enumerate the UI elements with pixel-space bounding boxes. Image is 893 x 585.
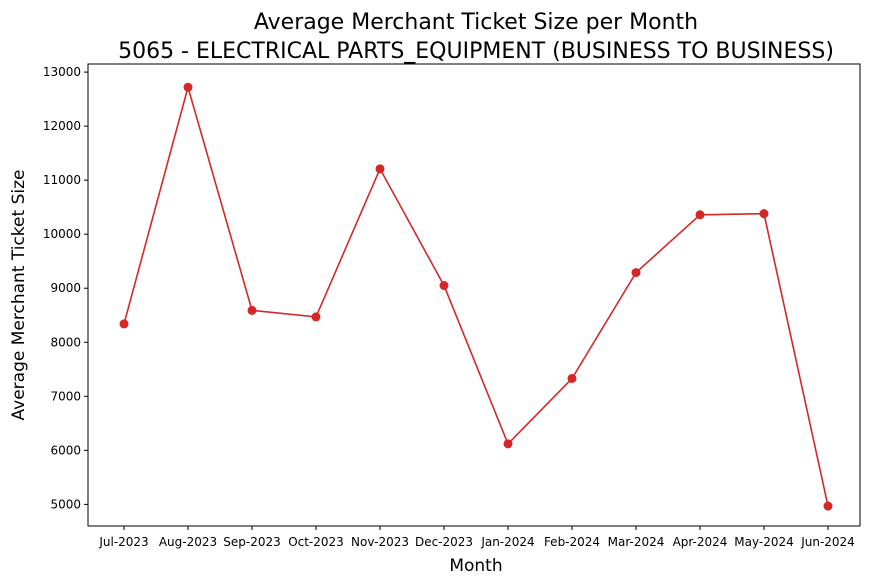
data-point-aug-2023 bbox=[183, 82, 193, 92]
x-axis: Jul-2023 Aug-2023 Sep-2023 Oct-2023 Nov-2023… bbox=[98, 526, 855, 549]
x-tick-label: Apr-2024 bbox=[673, 535, 728, 549]
data-point-feb-2024 bbox=[567, 373, 577, 383]
x-tick-label: Dec-2023 bbox=[415, 535, 473, 549]
chart-title: Average Merchant Ticket Size per Month bbox=[254, 10, 698, 35]
y-tick-label: 9000 bbox=[50, 281, 81, 295]
data-points bbox=[119, 82, 833, 511]
y-tick-label: 7000 bbox=[50, 389, 81, 403]
x-tick-label: Jan-2024 bbox=[480, 535, 534, 549]
y-tick-label: 11000 bbox=[43, 173, 81, 187]
data-point-jan-2024 bbox=[503, 439, 513, 449]
data-point-nov-2023 bbox=[375, 164, 385, 174]
x-tick-label: Nov-2023 bbox=[351, 535, 409, 549]
data-point-oct-2023 bbox=[311, 312, 321, 322]
data-point-sep-2023 bbox=[247, 305, 257, 315]
y-tick-label: 8000 bbox=[50, 335, 81, 349]
x-tick-label: Oct-2023 bbox=[288, 535, 344, 549]
x-tick-label: Sep-2023 bbox=[223, 535, 281, 549]
data-point-apr-2024 bbox=[695, 210, 705, 220]
data-point-jun-2024 bbox=[823, 501, 833, 511]
x-tick-label: Jun-2024 bbox=[800, 535, 855, 549]
y-tick-label: 10000 bbox=[43, 227, 81, 241]
x-tick-label: Feb-2024 bbox=[544, 535, 600, 549]
plot-area bbox=[87, 63, 861, 527]
y-axis: 5000 6000 7000 8000 9000 10000 11000 12000 13000 bbox=[43, 65, 88, 511]
data-point-may-2024 bbox=[759, 209, 769, 219]
y-tick-label: 12000 bbox=[43, 119, 81, 133]
x-axis-label: Month bbox=[449, 556, 502, 576]
x-tick-label: Mar-2024 bbox=[608, 535, 665, 549]
data-point-dec-2023 bbox=[439, 281, 449, 291]
series-line bbox=[123, 84, 829, 507]
data-point-jul-2023 bbox=[119, 319, 129, 329]
y-tick-label: 5000 bbox=[50, 497, 81, 511]
y-axis-label: Average Merchant Ticket Size bbox=[9, 170, 29, 421]
chart-subtitle: 5065 - ELECTRICAL PARTS_EQUIPMENT (BUSIN… bbox=[118, 39, 834, 64]
x-tick-label: May-2024 bbox=[734, 535, 793, 549]
x-tick-label: Aug-2023 bbox=[159, 535, 217, 549]
y-tick-label: 6000 bbox=[50, 443, 81, 457]
x-tick-label: Jul-2023 bbox=[98, 535, 148, 549]
data-point-mar-2024 bbox=[631, 268, 641, 278]
y-tick-label: 13000 bbox=[43, 65, 81, 79]
